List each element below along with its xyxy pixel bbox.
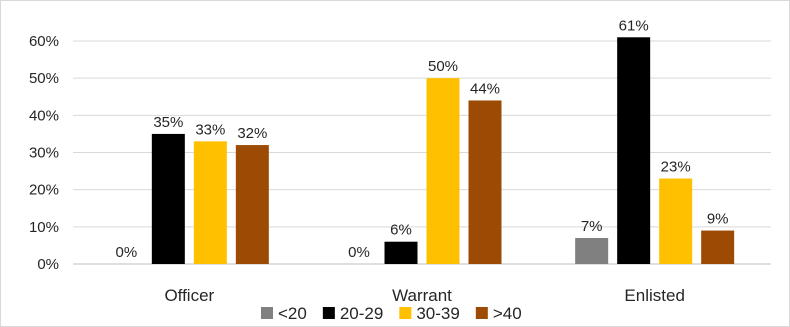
bar [384,241,418,264]
bar [575,237,609,264]
bar [151,133,185,264]
y-tick-label: 40% [29,107,59,124]
data-label: 61% [619,17,649,34]
legend-label: 20-29 [340,304,383,323]
gridlines [73,40,771,265]
y-axis-ticks: 0% 10% 20% 30% 40% 50% 60% [29,33,59,273]
data-label: 6% [390,222,412,239]
y-tick-label: 60% [29,33,59,50]
data-label: 23% [661,159,691,176]
data-labels: 0% 35% 33% 32% 0% 6% 50% 44% 7% 61% 23% 9% [115,17,728,261]
category-label: Officer [164,286,214,305]
category-label: Warrant [392,286,452,305]
data-label: 9% [707,211,729,228]
y-tick-label: 0% [37,256,59,273]
y-tick-label: 30% [29,145,59,162]
y-tick-label: 20% [29,182,59,199]
bar [617,37,651,265]
bar [193,141,227,264]
data-label: 7% [581,218,603,235]
legend-swatch [261,307,273,319]
category-label: Enlisted [624,286,684,305]
legend-swatch [322,307,335,319]
bar [426,78,460,265]
y-tick-label: 50% [29,70,59,87]
data-label: 0% [115,244,137,261]
legend: <20 20-29 30-39 >40 [261,304,522,323]
bar [468,100,502,264]
data-label: 32% [237,125,267,142]
data-label: 33% [195,121,225,138]
bars [151,37,735,265]
bar [701,230,735,264]
data-label: 35% [153,114,183,131]
x-axis-categories: Officer Warrant Enlisted [164,286,684,305]
y-tick-label: 10% [29,219,59,236]
legend-label: 30-39 [416,304,459,323]
bar [659,178,693,264]
data-label: 44% [470,80,500,97]
legend-label: >40 [493,304,522,323]
bar [235,145,269,264]
data-label: 50% [428,58,458,75]
data-label: 0% [348,244,370,261]
legend-swatch [399,307,412,319]
legend-label: <20 [278,304,307,323]
legend-swatch [475,307,488,319]
